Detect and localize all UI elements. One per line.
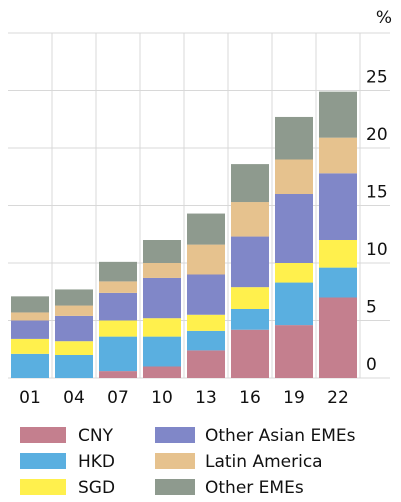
bar-segment <box>275 116 313 160</box>
bar-segment <box>99 281 137 293</box>
legend-label: CNY <box>78 426 114 446</box>
bar-segment <box>99 261 137 282</box>
bar-segment <box>231 202 269 237</box>
y-unit-label: % <box>376 8 392 28</box>
bar-segment <box>187 274 225 315</box>
legend-label: HKD <box>78 452 115 472</box>
legend-label: Other EMEs <box>205 478 304 498</box>
y-tick-label: 25 <box>366 68 388 88</box>
x-tick-label: 19 <box>283 388 305 408</box>
bar-segment <box>187 330 225 351</box>
bar-segment <box>11 320 49 339</box>
bar-segment <box>187 350 225 378</box>
bar-segment <box>231 236 269 288</box>
y-tick-label: 20 <box>366 125 388 145</box>
legend-label: SGD <box>78 478 115 498</box>
bar-segment <box>99 292 137 321</box>
bar-segment <box>143 318 181 337</box>
bar-segment <box>231 309 269 330</box>
bar-segment <box>11 296 49 313</box>
bar-segment <box>55 289 93 306</box>
bar-segment <box>99 371 137 378</box>
bar-segment <box>143 263 181 278</box>
bar-segment <box>11 338 49 354</box>
legend-swatch <box>155 479 195 495</box>
bar-segment <box>319 297 357 378</box>
bar-segment <box>275 325 313 378</box>
bar-segment <box>231 164 269 203</box>
bar-segment <box>275 263 313 283</box>
legend-swatch <box>20 479 66 495</box>
bar-segment <box>11 353 49 378</box>
bar-segment <box>55 315 93 342</box>
bar-segment <box>275 159 313 194</box>
bar-segment <box>319 173 357 240</box>
x-tick-label: 16 <box>239 388 261 408</box>
x-tick-label: 22 <box>327 388 349 408</box>
x-tick-label: 01 <box>19 388 41 408</box>
bar-segment <box>319 137 357 174</box>
x-tick-label: 04 <box>63 388 85 408</box>
y-tick-label: 10 <box>366 240 388 260</box>
bar-segment <box>143 240 181 263</box>
legend-swatch <box>20 453 66 469</box>
legend-swatch <box>155 453 195 469</box>
bar-segment <box>231 287 269 309</box>
bar-segment <box>319 267 357 298</box>
bar-segment <box>143 366 181 378</box>
bar-segment <box>55 341 93 355</box>
bar-segment <box>11 312 49 321</box>
y-tick-label: 0 <box>366 355 377 375</box>
bar-segment <box>187 314 225 331</box>
y-tick-label: 5 <box>366 298 377 318</box>
x-tick-label: 10 <box>151 388 173 408</box>
legend-label: Other Asian EMEs <box>205 426 356 446</box>
bar-segment <box>275 194 313 263</box>
bar-segment <box>275 282 313 326</box>
bar-segment <box>187 244 225 275</box>
bar-segment <box>99 320 137 337</box>
bar-segment <box>231 329 269 378</box>
bar-segment <box>143 277 181 319</box>
bar-segment <box>55 355 93 378</box>
x-tick-label: 13 <box>195 388 217 408</box>
x-tick-label: 07 <box>107 388 129 408</box>
y-tick-label: 15 <box>366 183 388 203</box>
bar-segment <box>143 336 181 367</box>
bar-segment <box>99 336 137 372</box>
legend-swatch <box>20 427 66 443</box>
bar-segment <box>319 91 357 138</box>
bar-segment <box>319 240 357 268</box>
bar-segment <box>187 213 225 245</box>
legend-swatch <box>155 427 195 443</box>
legend-label: Latin America <box>205 452 323 472</box>
bar-segment <box>55 305 93 316</box>
